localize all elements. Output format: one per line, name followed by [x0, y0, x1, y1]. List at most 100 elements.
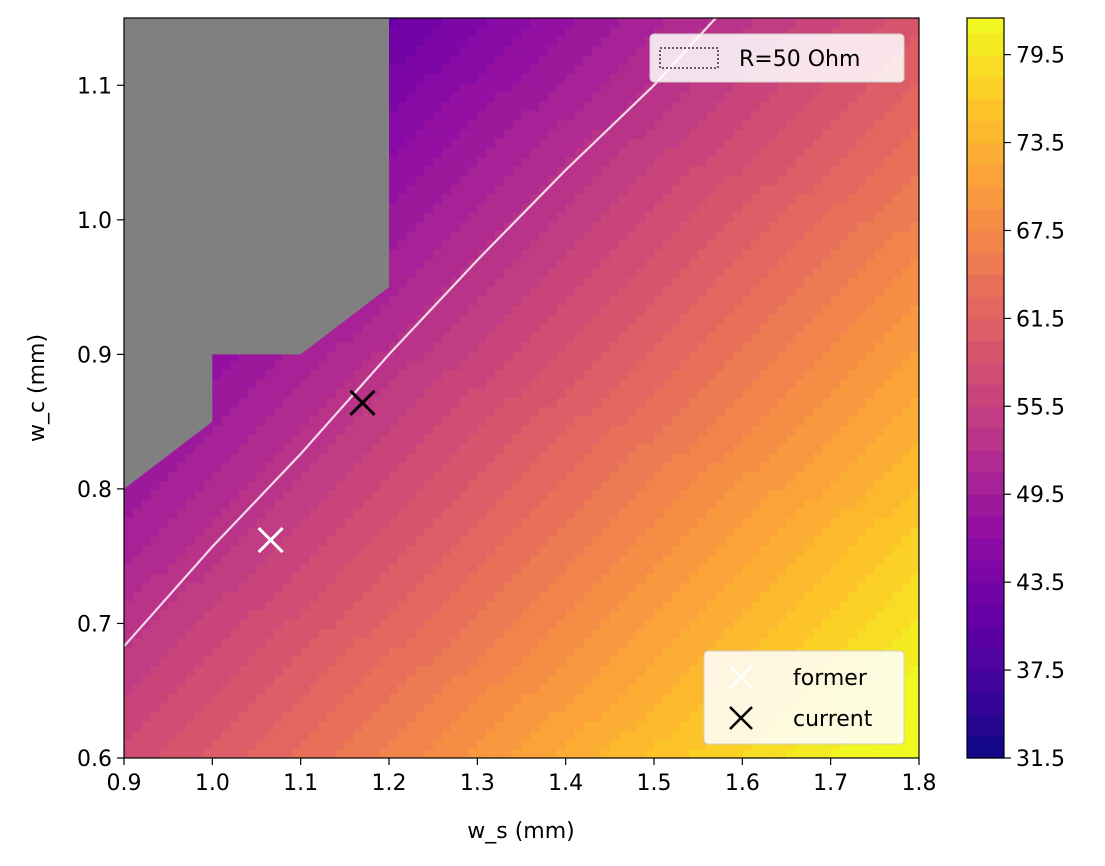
heatmap-cell [344, 582, 355, 593]
heatmap-cell [362, 591, 372, 602]
heatmap-cell [654, 665, 664, 676]
heatmap-cell [486, 591, 496, 602]
heatmap-cell [583, 739, 593, 750]
heatmap-cell [265, 388, 275, 398]
heatmap-cell [230, 739, 240, 750]
heatmap-cell [194, 591, 205, 602]
heatmap-cell [406, 443, 417, 454]
heatmap-cell [397, 480, 408, 491]
heatmap-cell [221, 425, 231, 435]
heatmap-cell [185, 600, 196, 611]
heatmap-cell [592, 647, 602, 657]
heatmap-cell [177, 489, 187, 500]
heatmap-cell [503, 499, 514, 509]
heatmap-cell [495, 378, 505, 389]
heatmap-cell [318, 702, 328, 713]
heatmap-cell [477, 230, 487, 241]
heatmap-cell [433, 443, 443, 454]
heatmap-cell [203, 526, 213, 537]
heatmap-cell [406, 258, 417, 269]
heatmap-cell [574, 489, 584, 500]
heatmap-cell [512, 147, 523, 158]
heatmap-cell [583, 452, 593, 463]
heatmap-cell [556, 536, 567, 546]
heatmap-cell [601, 674, 611, 685]
heatmap-cell [601, 110, 611, 121]
heatmap-cell [671, 573, 682, 583]
heatmap-cell [459, 249, 470, 260]
heatmap-cell [601, 711, 611, 722]
heatmap-cell [636, 665, 646, 676]
heatmap-cell [565, 304, 576, 315]
heatmap-cell [380, 434, 390, 445]
heatmap-cell [486, 332, 496, 343]
heatmap-cell [636, 536, 646, 546]
heatmap-cell [530, 221, 540, 232]
heatmap-cell [168, 739, 178, 750]
heatmap-cell [238, 563, 249, 574]
heatmap-cell [574, 101, 584, 112]
heatmap-cell [265, 748, 275, 758]
heatmap-cell [150, 462, 160, 472]
heatmap-cell [627, 147, 637, 158]
heatmap-cell [512, 175, 523, 186]
heatmap-cell [415, 619, 425, 630]
heatmap-cell [371, 665, 381, 676]
heatmap-cell [371, 443, 381, 454]
heatmap-cell [601, 378, 611, 389]
heatmap-cell [565, 517, 576, 528]
heatmap-cell [247, 554, 258, 565]
heatmap-cell [477, 619, 487, 630]
heatmap-cell [574, 526, 584, 537]
heatmap-cell [230, 443, 240, 454]
heatmap-cell [371, 739, 381, 750]
heatmap-cell [221, 462, 231, 472]
heatmap-cell [450, 462, 461, 472]
heatmap-cell [512, 415, 523, 426]
heatmap-cell [548, 665, 558, 676]
heatmap-cell [556, 212, 567, 223]
heatmap-cell [468, 582, 478, 593]
heatmap-cell [212, 600, 222, 611]
heatmap-cell [177, 600, 187, 611]
heatmap-cell [362, 674, 372, 685]
heatmap-cell [512, 258, 523, 269]
heatmap-cell [371, 378, 381, 389]
heatmap-cell [521, 397, 531, 408]
heatmap-cell [548, 304, 558, 315]
heatmap-cell [177, 545, 187, 556]
heatmap-cell [256, 693, 266, 704]
heatmap-cell [380, 471, 390, 482]
heatmap-cell [521, 730, 531, 741]
heatmap-cell [495, 452, 505, 463]
heatmap-cell [601, 582, 611, 593]
heatmap-cell [415, 193, 425, 204]
heatmap-cell [477, 92, 487, 102]
heatmap-cell [609, 563, 620, 574]
heatmap-cell [495, 693, 505, 704]
heatmap-cell [583, 721, 593, 731]
heatmap-cell [309, 388, 319, 398]
heatmap-cell [415, 748, 425, 758]
heatmap-cell [336, 582, 346, 593]
heatmap-cell [424, 499, 434, 509]
heatmap-cell [627, 341, 637, 352]
heatmap-cell [662, 619, 673, 630]
heatmap-cell [583, 526, 593, 537]
heatmap-cell [283, 554, 293, 565]
heatmap-cell [636, 221, 646, 232]
heatmap-cell [433, 563, 443, 574]
heatmap-cell [671, 693, 682, 704]
heatmap-cell [627, 267, 637, 278]
heatmap-cell [256, 536, 266, 546]
heatmap-cell [300, 397, 311, 408]
heatmap-cell [194, 480, 205, 491]
heatmap-cell [168, 573, 178, 583]
heatmap-cell [654, 582, 664, 593]
heatmap-cell [468, 212, 478, 223]
heatmap-cell [194, 656, 205, 667]
heatmap-cell [592, 230, 602, 241]
heatmap-cell [565, 156, 576, 167]
heatmap-cell [230, 554, 240, 565]
heatmap-cell [583, 610, 593, 620]
